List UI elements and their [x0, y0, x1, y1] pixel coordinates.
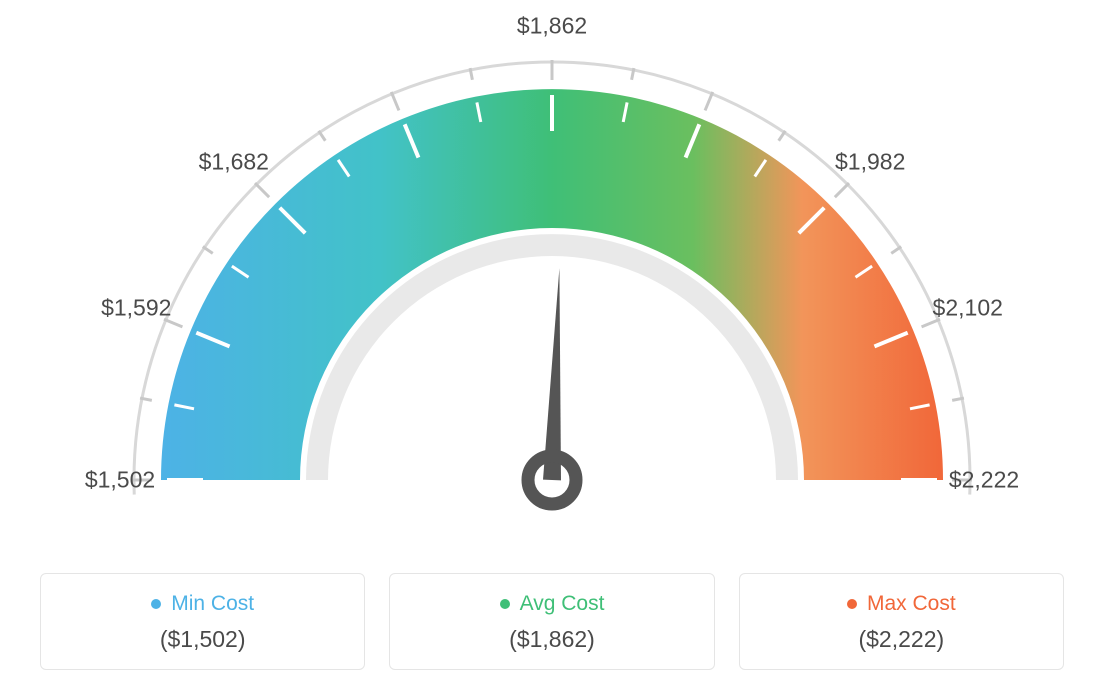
- min-cost-card: Min Cost ($1,502): [40, 573, 365, 670]
- summary-cards: Min Cost ($1,502) Avg Cost ($1,862) Max …: [40, 573, 1064, 670]
- cost-gauge-chart: $1,502 $1,592 $1,682 $1,862 $1,982 $2,102 $2,2…: [0, 0, 1104, 690]
- avg-cost-label: Avg Cost: [520, 592, 605, 616]
- max-cost-value: ($2,222): [760, 626, 1043, 653]
- gauge-tick-label: $1,502: [85, 467, 155, 494]
- avg-dot-icon: [500, 599, 510, 609]
- max-cost-label-row: Max Cost: [847, 592, 956, 616]
- gauge-tick-label: $1,862: [517, 13, 587, 40]
- gauge-area: $1,502 $1,592 $1,682 $1,862 $1,982 $2,102 $2,2…: [0, 0, 1104, 540]
- gauge-tick-label: $1,592: [101, 294, 171, 321]
- min-cost-value: ($1,502): [61, 626, 344, 653]
- avg-cost-card: Avg Cost ($1,862): [389, 573, 714, 670]
- gauge-tick-label: $1,682: [199, 148, 269, 175]
- min-cost-label: Min Cost: [171, 592, 254, 616]
- avg-cost-label-row: Avg Cost: [500, 592, 605, 616]
- avg-cost-value: ($1,862): [410, 626, 693, 653]
- min-cost-label-row: Min Cost: [151, 592, 254, 616]
- gauge-tick-label: $1,982: [835, 148, 905, 175]
- max-cost-card: Max Cost ($2,222): [739, 573, 1064, 670]
- gauge-tick-label: $2,222: [949, 467, 1019, 494]
- gauge-tick-label: $2,102: [933, 294, 1003, 321]
- max-cost-label: Max Cost: [867, 592, 956, 616]
- max-dot-icon: [847, 599, 857, 609]
- min-dot-icon: [151, 599, 161, 609]
- gauge-svg: [0, 0, 1104, 540]
